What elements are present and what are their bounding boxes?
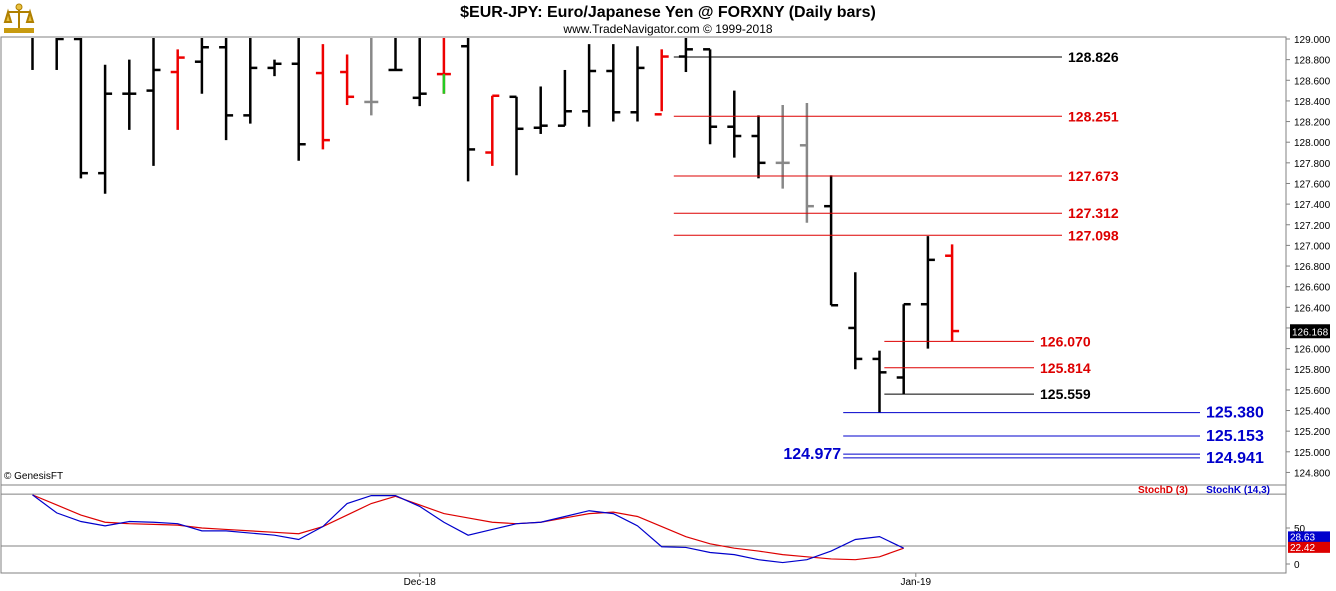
level-lines: 128.826 128.251 127.673 127.312 127.098 126.0… (673, 49, 1264, 467)
ohlc-bar (31, 38, 34, 70)
y-tick-label: 125.000 (1294, 448, 1331, 459)
y-tick-label: 129.000 (1294, 35, 1331, 46)
level-label: 124.941 (1206, 450, 1264, 467)
x-tick-label: Dec-18 (404, 577, 437, 588)
level-label: 127.098 (1068, 227, 1119, 243)
date-axis: Dec-18 Jan-19 (404, 573, 932, 588)
ohlc-bar (896, 302, 911, 395)
stochk-last-box (1288, 531, 1330, 543)
y-tick-label: 126.400 (1294, 303, 1331, 314)
ohlc-bar (775, 105, 790, 189)
copyright-label: © GenesisFT (4, 471, 63, 482)
y-tick-label: 127.800 (1294, 159, 1331, 170)
ohlc-bar (55, 38, 64, 70)
ohlc-bar (509, 95, 524, 176)
y-tick-label: 125.400 (1294, 407, 1331, 418)
ohlc-bar (436, 38, 451, 94)
y-tick-label: 127.200 (1294, 221, 1331, 232)
y-tick-label: 128.000 (1294, 138, 1331, 149)
ohlc-bar (219, 38, 234, 141)
last-price-box (1290, 324, 1330, 339)
level-label: 128.251 (1068, 108, 1119, 124)
ohlc-bar (146, 38, 161, 166)
stochk-last-label: 28.63 (1290, 532, 1315, 543)
y-tick-label: 127.000 (1294, 241, 1331, 252)
price-axis: 129.000 128.800 128.600 128.400 128.200 128.0… (1286, 35, 1331, 479)
price-plot (31, 38, 960, 413)
ohlc-bar (243, 38, 258, 124)
y-tick-label: 128.800 (1294, 56, 1331, 67)
ohlc-bar (194, 38, 209, 94)
ohlc-bar (630, 46, 645, 122)
ohlc-bar (654, 49, 669, 116)
trade-navigator-logo-icon (3, 3, 35, 33)
ohlc-bar (799, 102, 814, 223)
stochd-last-box (1288, 541, 1330, 553)
ohlc-bar (872, 350, 887, 413)
stochd-last-label: 22.42 (1290, 543, 1315, 554)
level-label: 128.826 (1068, 49, 1119, 65)
chart-title: $EUR-JPY: Euro/Japanese Yen @ FORXNY (Da… (460, 4, 876, 21)
ohlc-bar (340, 54, 355, 106)
level-label: 125.559 (1040, 386, 1091, 402)
stoch-series-line (32, 494, 904, 561)
y-tick-label: 128.600 (1294, 76, 1331, 87)
ohlc-bar (848, 272, 863, 370)
price-panel-frame (0, 36, 1287, 486)
ohlc-bar (267, 59, 282, 77)
ohlc-bar (727, 90, 742, 158)
ohlc-bar (485, 94, 500, 166)
level-label: 126.070 (1040, 333, 1091, 349)
y-tick-label: 125.600 (1294, 386, 1331, 397)
chart-subtitle: www.TradeNavigator.com © 1999-2018 (562, 22, 772, 36)
ohlc-bar (533, 86, 548, 134)
y-tick-label: 128.400 (1294, 97, 1331, 108)
last-price-label: 126.168 (1292, 327, 1329, 338)
ohlc-bar (315, 44, 330, 150)
level-label: 124.977 (783, 446, 841, 463)
level-label: 127.312 (1068, 205, 1119, 221)
ohlc-bar (170, 49, 185, 130)
ohlc-bar (461, 38, 476, 182)
level-label: 125.153 (1206, 428, 1264, 445)
ohlc-bar (73, 38, 88, 179)
ohlc-bar (122, 59, 137, 130)
legend-stochk: StochK (14,3) (1206, 485, 1270, 496)
ohlc-bar (388, 38, 403, 72)
y-tick-label: 126.800 (1294, 262, 1331, 273)
ohlc-bar (751, 115, 766, 179)
ohlc-bar (824, 175, 839, 307)
legend-stochd: StochD (3) (1138, 485, 1188, 496)
ohlc-bar (291, 38, 306, 161)
stoch-series-line (32, 494, 904, 564)
y-tick-label: 127.600 (1294, 179, 1331, 190)
y-tick-label: 126.000 (1294, 345, 1331, 356)
x-tick-label: Jan-19 (901, 577, 932, 588)
ohlc-bar (703, 48, 718, 145)
level-label: 125.380 (1206, 405, 1264, 422)
ohlc-bar (557, 69, 572, 127)
y-tick-label: 125.200 (1294, 427, 1331, 438)
stoch-tick-label: 50 (1294, 524, 1306, 535)
ohlc-bar (412, 38, 427, 107)
ohlc-bar (582, 44, 597, 127)
ohlc-bar (920, 236, 935, 349)
ohlc-bar (945, 244, 960, 342)
y-tick-label: 127.400 (1294, 200, 1331, 211)
y-tick-label: 128.200 (1294, 118, 1331, 129)
ohlc-bar (364, 38, 379, 116)
level-label: 127.673 (1068, 168, 1119, 184)
y-tick-label: 125.800 (1294, 365, 1331, 376)
stoch-tick-label: 0 (1294, 560, 1300, 571)
y-tick-label: 124.800 (1294, 468, 1331, 479)
ohlc-bar (98, 64, 113, 194)
level-label: 125.814 (1040, 360, 1091, 376)
ohlc-bar (606, 44, 621, 122)
y-tick-label: 126.600 (1294, 283, 1331, 294)
